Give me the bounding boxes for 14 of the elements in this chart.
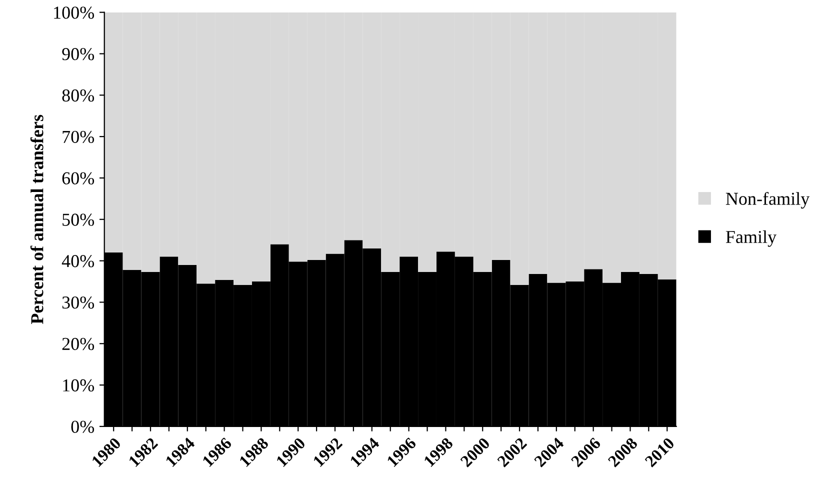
y-tick-label: 60% <box>62 172 94 184</box>
legend-label: Family <box>726 230 776 247</box>
legend-label: Non-family <box>726 192 810 209</box>
y-tick-label: 40% <box>62 255 94 268</box>
y-tick-label: 0% <box>71 420 94 433</box>
y-tick-label: 70% <box>62 130 94 144</box>
y-tick-label: 30% <box>62 296 94 309</box>
y-tick-label: 100% <box>54 6 94 19</box>
y-tick-label: 10% <box>63 379 94 392</box>
y-tick-label: 90% <box>62 48 94 60</box>
y-tick-label: 20% <box>62 338 94 350</box>
y-tick-label: 50% <box>62 214 94 226</box>
y-axis-title: Percent of annual transfers <box>30 114 44 324</box>
y-tick-label: 80% <box>62 89 94 102</box>
